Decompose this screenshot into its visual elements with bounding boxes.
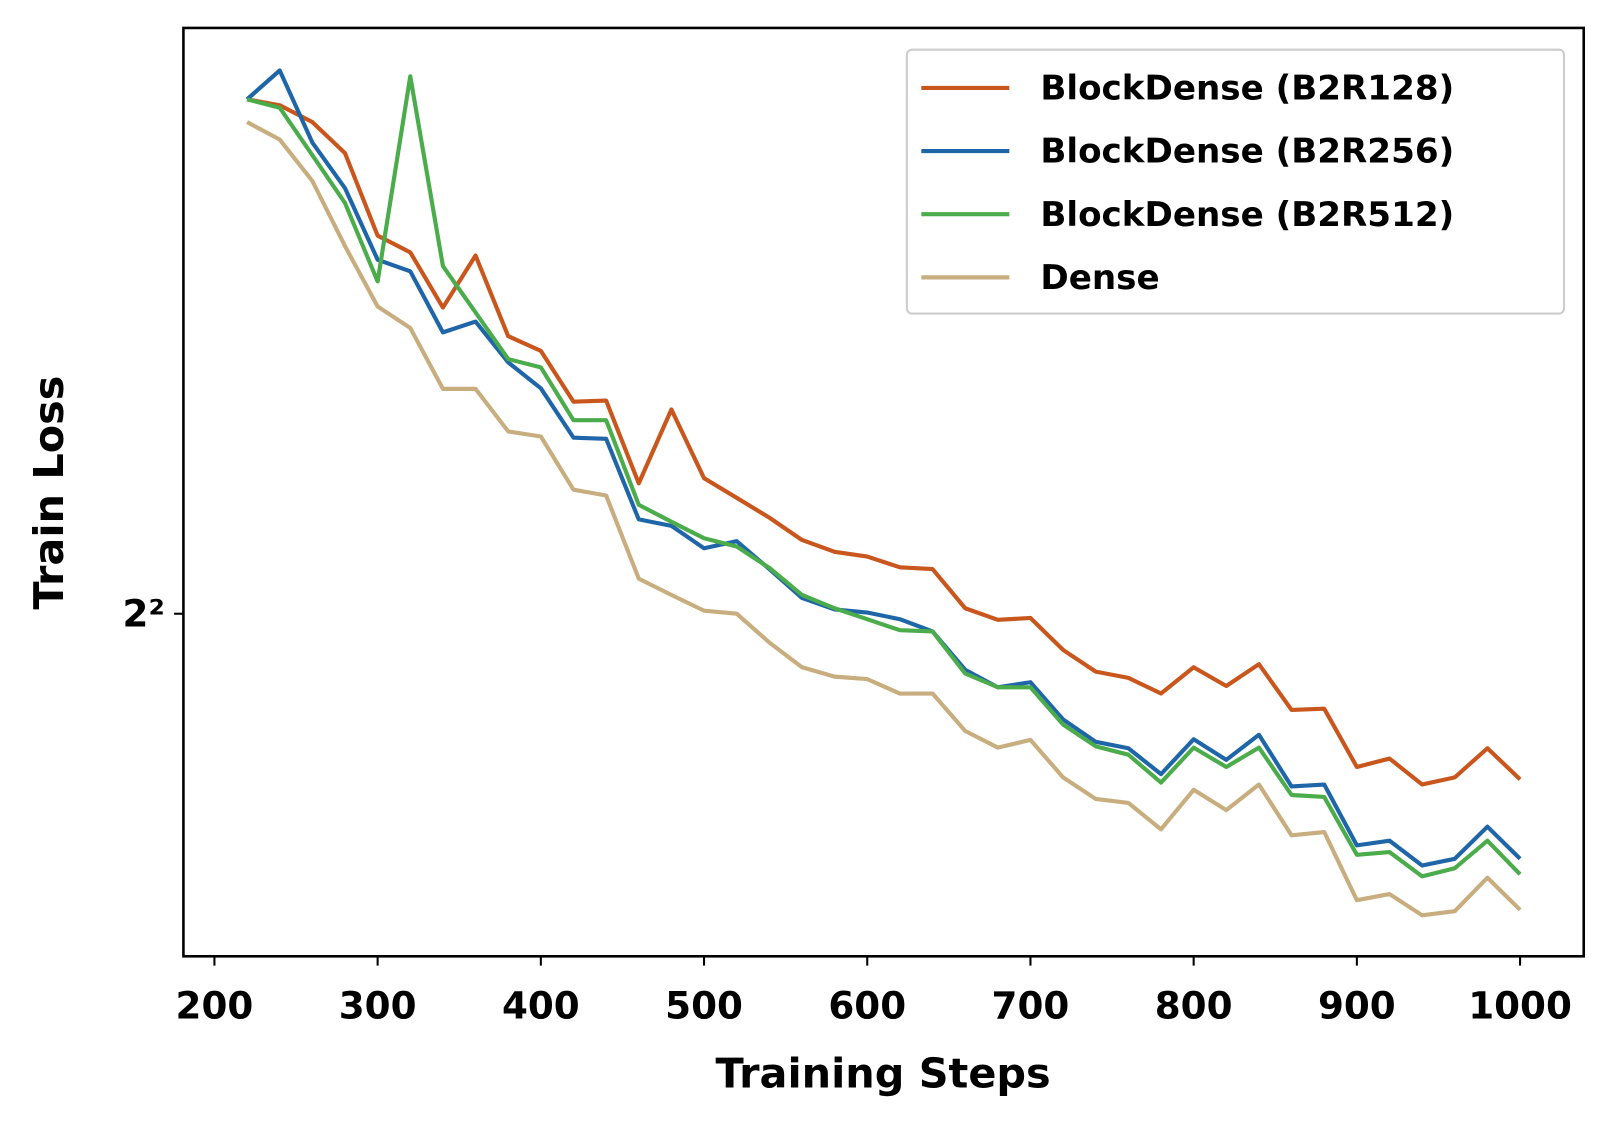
y-tick-label: 2² (123, 591, 165, 635)
legend-label: Dense (1040, 258, 1159, 298)
x-tick-label: 500 (665, 984, 743, 1028)
x-tick-label: 300 (339, 984, 417, 1028)
x-axis-label: Training Steps (715, 1049, 1050, 1097)
x-tick-label: 200 (176, 984, 254, 1028)
plot-frame (182, 26, 1586, 958)
legend-label: BlockDense (B2R128) (1040, 69, 1454, 109)
x-tick-label: 800 (1155, 984, 1233, 1028)
x-tick-label: 400 (502, 984, 580, 1028)
legend-label: BlockDense (B2R512) (1040, 195, 1454, 235)
x-tick-label: 700 (992, 984, 1070, 1028)
y-axis-label: Train Loss (25, 376, 73, 610)
series-line (245, 68, 1522, 868)
series-line (246, 74, 1522, 879)
x-tick-label: 1000 (1468, 984, 1572, 1028)
series-line (246, 120, 1522, 918)
x-tick-label: 900 (1318, 984, 1396, 1028)
legend-box (905, 48, 1566, 315)
legend-label: BlockDense (B2R256) (1040, 132, 1454, 172)
series-line (246, 97, 1522, 787)
legend: BlockDense (B2R128) BlockDense (B2R256) Bl… (905, 48, 1566, 315)
x-tick-label: 600 (828, 984, 906, 1028)
